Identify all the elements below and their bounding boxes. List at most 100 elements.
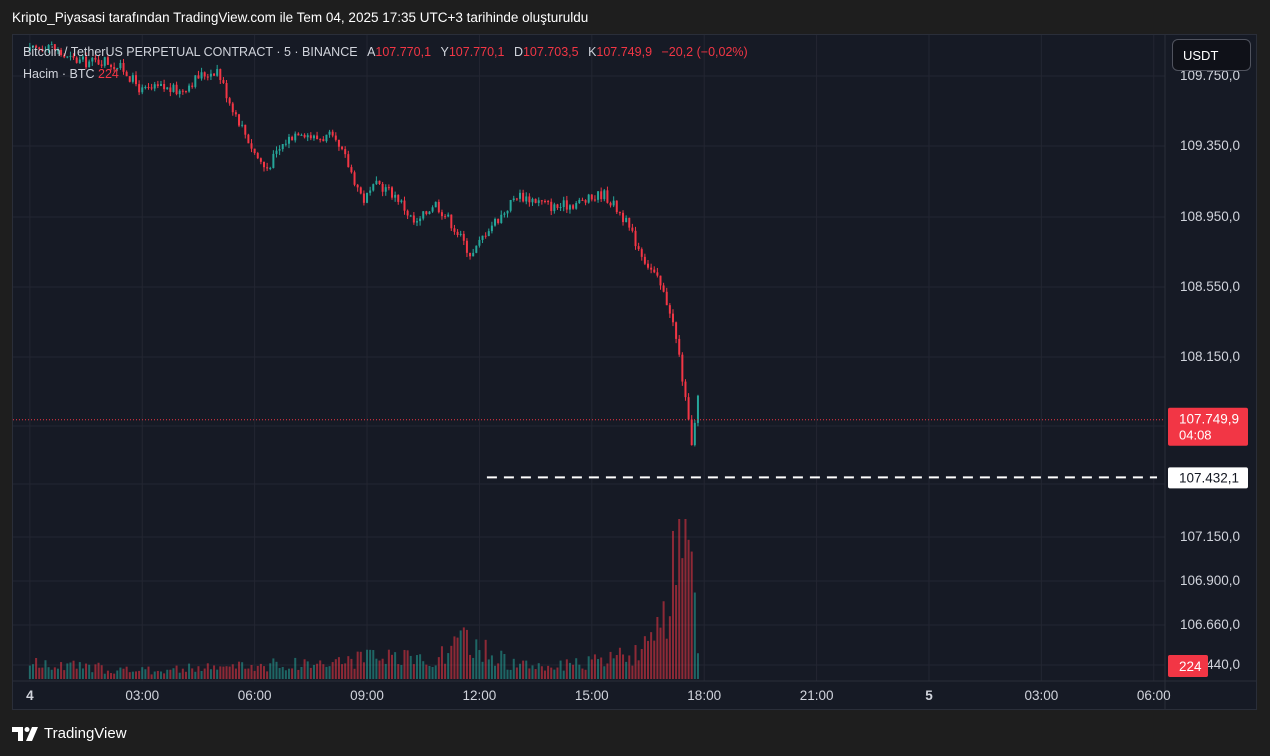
volume-bar (31, 664, 34, 679)
candle-body (381, 183, 384, 192)
volume-bar (687, 539, 690, 679)
volume-bar (259, 663, 262, 679)
candle-body (656, 272, 659, 276)
high-value: 107.770,1 (448, 45, 505, 59)
candle-body (200, 72, 203, 79)
volume-bar (553, 669, 556, 679)
candle-body (671, 313, 674, 323)
volume-bar (184, 671, 187, 679)
symbol-name[interactable]: Bitcoin / TetherUS PERPETUAL CONTRACT · … (23, 45, 358, 59)
volume-tag-label: 224 (1179, 659, 1202, 674)
volume-bar (81, 668, 84, 679)
candle-body (400, 200, 403, 202)
candle-body (497, 218, 500, 223)
candle-body (319, 139, 322, 141)
candle-body (637, 246, 640, 250)
candle-body (366, 192, 369, 203)
volume-bar (200, 671, 203, 679)
volume-bar (403, 649, 406, 679)
volume-bar (119, 667, 122, 679)
candle-body (303, 134, 306, 138)
candle-body (306, 135, 309, 138)
volume-bar (622, 654, 625, 679)
volume-bar (575, 658, 578, 679)
candle-body (116, 68, 119, 70)
candle-body (175, 84, 178, 95)
candle-body (238, 114, 241, 126)
candlestick-chart[interactable]: 109.750,0 109.350,0 108.950,0 108.550,0 108.… (13, 35, 1256, 709)
time-axis-label: 5 (925, 688, 933, 703)
candle-body (431, 207, 434, 212)
volume-bar (191, 668, 194, 679)
candle-body (687, 397, 690, 420)
candle-body (247, 134, 250, 144)
volume-label[interactable]: Hacim · BTC (23, 67, 95, 81)
volume-bar (565, 659, 568, 679)
price-axis-label: 109.750,0 (1180, 68, 1240, 83)
candle-body (522, 192, 525, 202)
candle-body (415, 221, 418, 223)
candle-body (150, 87, 153, 89)
volume-bar (675, 585, 678, 679)
volume-bar (247, 668, 250, 679)
volume-bar (316, 663, 319, 679)
candle-body (119, 62, 122, 69)
volume-bar (509, 669, 512, 679)
candle-body (484, 235, 487, 237)
candle-body (537, 200, 540, 203)
candle-body (409, 215, 412, 217)
volume-bar (431, 666, 434, 679)
candle-body (35, 45, 38, 48)
volume-bar (278, 668, 281, 679)
volume-bar (625, 661, 628, 679)
volume-bar (144, 669, 147, 679)
volume-bar (106, 670, 109, 679)
candle-body (266, 167, 269, 169)
volume-bar (91, 672, 94, 679)
tradingview-logo[interactable]: TradingView (12, 725, 127, 742)
volume-bar (250, 664, 253, 679)
candle-body (690, 419, 693, 446)
candle-body (465, 240, 468, 253)
volume-bar (500, 650, 503, 679)
volume-bar (547, 665, 550, 679)
candle-body (615, 200, 618, 213)
candle-body (437, 201, 440, 213)
volume-bar (344, 663, 347, 679)
candle-body (550, 201, 553, 212)
candle-body (600, 191, 603, 200)
volume-bar (244, 668, 247, 679)
candle-body (106, 57, 109, 65)
candle-body (85, 56, 88, 68)
volume-bar (615, 655, 618, 679)
candle-body (562, 200, 565, 208)
price-axis-label: 108.550,0 (1180, 279, 1240, 294)
volume-bar (653, 640, 656, 679)
candle-body (462, 233, 465, 241)
volume-bar (269, 663, 272, 679)
candle-body (38, 47, 41, 49)
candle-body (525, 196, 528, 202)
candle-body (572, 205, 575, 209)
candle-body (372, 184, 375, 191)
volume-bar (484, 639, 487, 679)
candle-body (231, 103, 234, 113)
volume-bar (209, 669, 212, 679)
volume-bar (525, 660, 528, 679)
candle-body (553, 204, 556, 212)
chart-panel[interactable]: 109.750,0 109.350,0 108.950,0 108.550,0 108.… (12, 34, 1257, 710)
candle-body (440, 212, 443, 217)
volume-bar (444, 663, 447, 679)
candle-body (378, 180, 381, 184)
volume-bar (241, 662, 244, 679)
volume-bar (188, 663, 191, 679)
candle-body (509, 199, 512, 211)
currency-button[interactable]: USDT (1172, 39, 1251, 71)
candle-body (419, 218, 422, 222)
volume-bar (128, 672, 131, 679)
volume-bar (53, 667, 56, 679)
candle-body (662, 285, 665, 292)
volume-bar (337, 657, 340, 679)
candle-body (169, 87, 172, 92)
candle-body (253, 148, 256, 154)
